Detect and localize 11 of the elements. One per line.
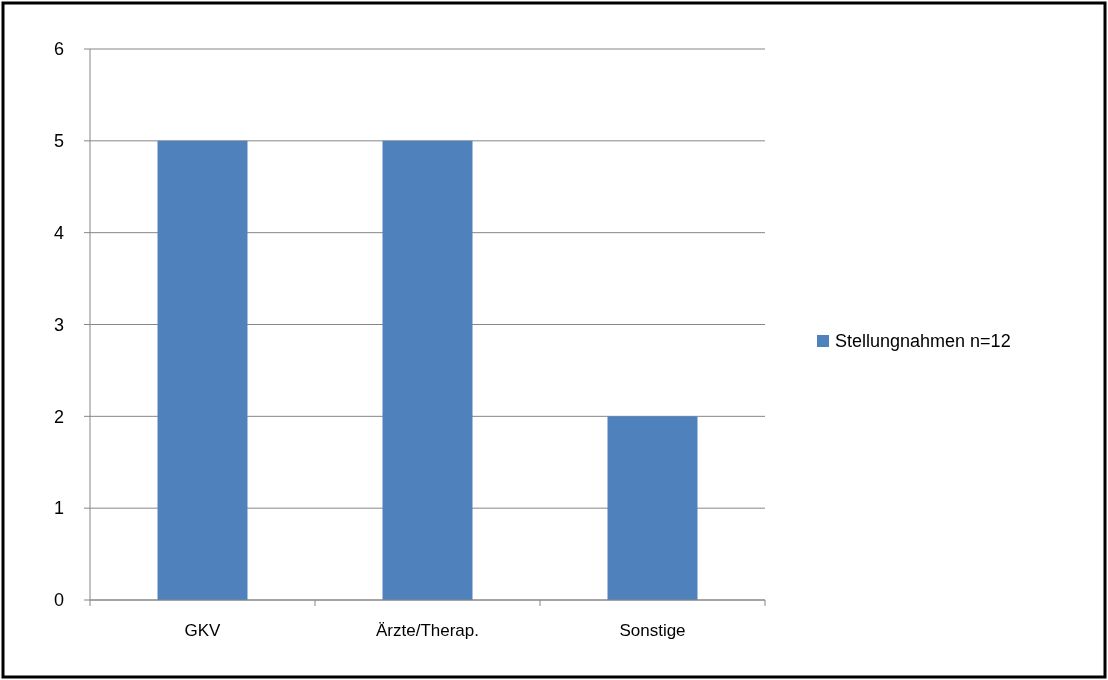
y-tick-label: 4 — [53, 222, 64, 243]
x-tick-label: Sonstige — [619, 621, 686, 640]
legend-label: Stellungnahmen n=12 — [835, 331, 1011, 352]
y-tick-label: 1 — [53, 498, 64, 519]
y-tick-label: 3 — [53, 314, 64, 335]
y-tick-label: 2 — [53, 406, 64, 427]
x-tick-label: Ärzte/Therap. — [376, 621, 479, 640]
y-tick-label: 6 — [53, 39, 64, 60]
y-tick-label: 0 — [53, 590, 64, 611]
y-tick-label: 5 — [53, 131, 64, 152]
x-tick-label: GKV — [184, 621, 222, 640]
